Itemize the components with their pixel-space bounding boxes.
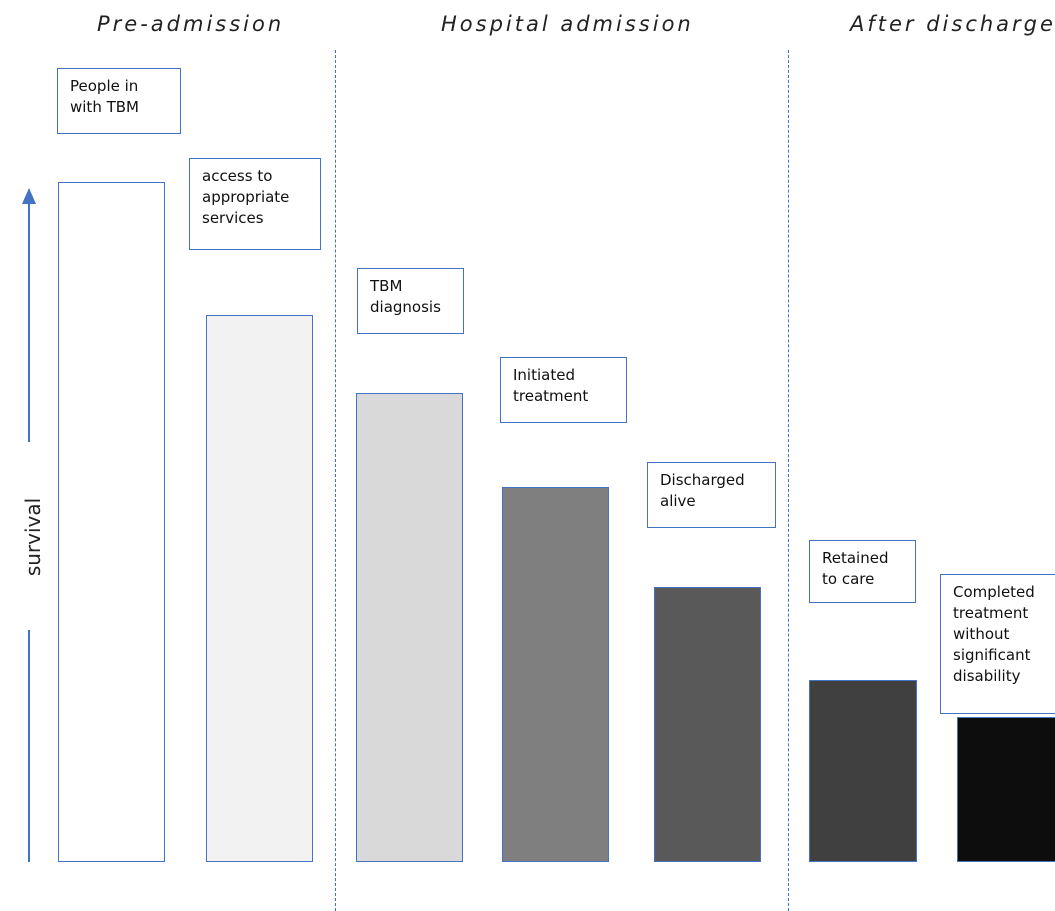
stage-bar-2 [206, 315, 313, 862]
stage-label-5: Discharged alive [647, 462, 776, 528]
phase-divider-2 [788, 50, 789, 911]
stage-bar-3 [356, 393, 463, 862]
y-axis-arrow-icon [22, 188, 36, 204]
stage-label-2: access to appropriate services [189, 158, 321, 250]
stage-bar-6 [809, 680, 917, 862]
stage-label-4: Initiated treatment [500, 357, 627, 423]
phase-header-after-discharge: After discharge [850, 12, 1055, 36]
stage-bar-1 [58, 182, 165, 862]
y-axis-line-upper [28, 202, 30, 442]
phase-divider-1 [335, 50, 336, 911]
stage-bar-4 [502, 487, 609, 862]
stage-label-7: Completed treatment without significant … [940, 574, 1055, 714]
stage-bar-5 [654, 587, 761, 862]
stage-label-3: TBM diagnosis [357, 268, 464, 334]
phase-header-hospital-admission: Hospital admission [441, 12, 694, 36]
stage-label-1: People in with TBM [57, 68, 181, 134]
y-axis-line-lower [28, 630, 30, 862]
stage-bar-7 [957, 717, 1055, 862]
phase-header-pre-admission: Pre-admission [97, 12, 285, 36]
y-axis-label: survival [21, 497, 45, 577]
stage-label-6: Retained to care [809, 540, 916, 603]
